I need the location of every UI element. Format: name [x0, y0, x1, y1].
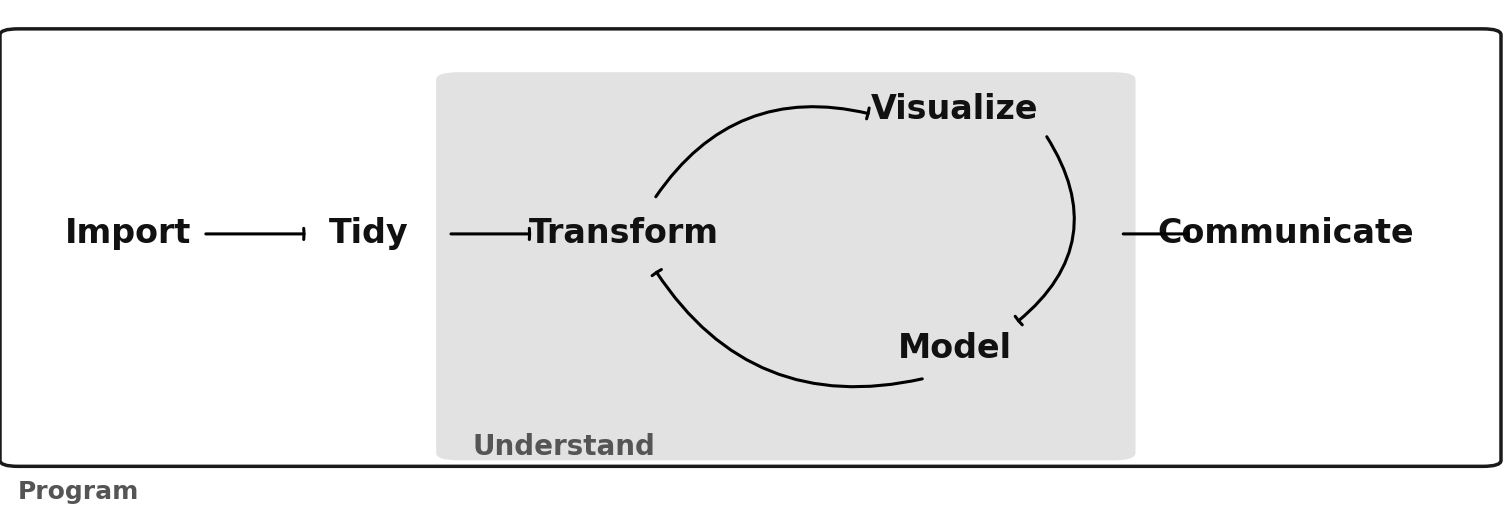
Text: Program: Program — [18, 480, 140, 504]
Text: Visualize: Visualize — [871, 93, 1039, 126]
Text: Communicate: Communicate — [1158, 217, 1414, 250]
Text: Tidy: Tidy — [329, 217, 408, 250]
FancyBboxPatch shape — [436, 72, 1136, 460]
FancyBboxPatch shape — [0, 29, 1501, 466]
Text: Import: Import — [65, 217, 191, 250]
Text: Understand: Understand — [472, 433, 656, 461]
Text: Model: Model — [898, 332, 1012, 365]
Text: Transform: Transform — [529, 217, 719, 250]
